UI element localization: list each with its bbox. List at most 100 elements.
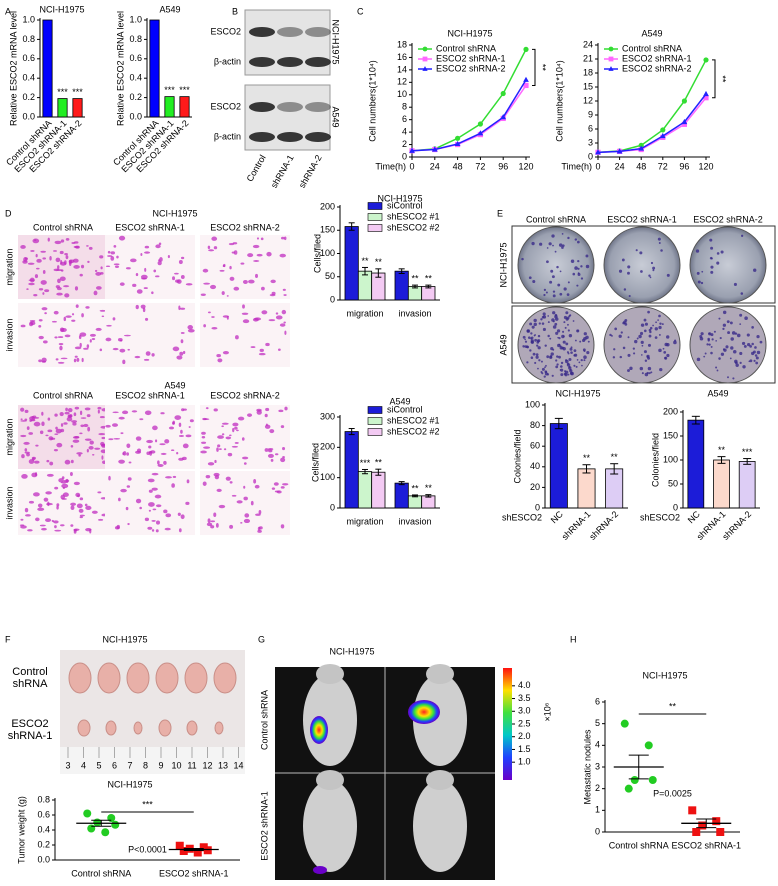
tumor [155,662,179,694]
colony-dot [521,257,524,261]
significance: ** [411,273,419,283]
x-tick-label: 48 [453,161,463,171]
colony-dot [720,352,725,356]
colony-dot [557,336,559,339]
transwell-image [105,235,195,299]
cell-stain [172,421,175,425]
cell-stain [207,518,211,523]
legend-label: siControl [387,200,423,210]
panel-letter: B [232,6,238,16]
colony-dot [634,339,638,344]
tumor [68,662,92,694]
bar [407,286,423,301]
colony-dot [552,290,556,293]
cell-stain [215,523,219,528]
cell-stain [126,452,130,456]
colony-dot [730,346,734,350]
colony-dot [733,282,737,286]
cell-stain [179,307,186,310]
cell-stain [264,413,268,418]
x-tick-label: 24 [430,161,440,171]
dish-image [517,306,595,384]
cell-stain [280,524,285,529]
legend-label: ESCO2 shRNA-1 [436,53,506,63]
cell-stain [152,425,158,431]
cell-stain [53,310,59,315]
colony-dot [565,359,569,364]
cell-stain [89,440,94,445]
colony-dot [707,339,710,342]
x-tick-label: 48 [636,161,646,171]
y-tick-label: 100 [525,399,540,409]
panel-letter: C [357,6,364,16]
blot-band [305,57,331,67]
error-bar [412,494,418,498]
p-value: P<0.0001 [128,844,167,854]
marker [523,82,529,89]
cell-stain [180,339,184,344]
cell-stain [205,407,209,410]
colony-dot [554,322,558,326]
y-tick-label: 6 [595,696,600,706]
cell-stain [132,283,137,288]
colony-dot [555,317,559,321]
cell-stain [23,257,28,262]
cell-stain [222,315,230,318]
cell-stain [163,509,168,514]
cell-stain [81,357,84,363]
legend-swatch [367,428,383,436]
bar [344,431,359,509]
section-title: A549 [164,380,185,390]
cell-stain [210,520,216,523]
tumor [213,662,237,694]
marker [608,46,614,52]
colony-dot [648,334,652,338]
cell-stain [218,504,226,509]
cell-stain [181,408,185,412]
legend-label: ESCO2 shRNA-2 [436,63,506,73]
cell-stain [86,344,90,349]
cell-stain [139,506,142,510]
tumor [97,662,121,694]
cell-stain [275,312,279,315]
cell-stain [283,294,287,296]
colorbar-label: 3.0 [518,706,531,716]
cell-stain [127,477,132,481]
cell-stain [126,485,131,488]
colony-dot [723,348,727,352]
error-bar [691,415,700,425]
colony-dot [643,318,647,322]
cell-stain [26,288,29,291]
cell-stain [86,448,89,453]
colony-dot [658,348,662,353]
colony-dot [529,349,532,352]
cell-stain [250,500,254,506]
y-tick-label: 0.4 [129,73,142,83]
dish-image [603,226,681,304]
cell-stain [252,244,260,249]
cell-stain [33,239,37,242]
x-tick-label: Control shRNA [71,868,131,878]
colony-dot [585,264,590,269]
cell-stain [35,253,38,258]
colony-dot [535,355,539,359]
cell-stain [70,459,74,464]
cell-stain [217,435,224,439]
colony-dot [619,355,623,359]
colony-dot [557,283,561,287]
cell-stain [99,255,104,259]
cell-stain [248,279,255,284]
y-tick-label: 2 [595,783,600,793]
cell-stain [172,346,180,352]
cell-stain [131,410,138,413]
cell-stain [233,250,238,255]
colony-dot [612,356,616,359]
y-tick-label: 24 [583,39,593,49]
colony-dot [726,320,730,324]
y-tick-label: 50 [668,478,678,488]
colony-dot [638,334,642,339]
marker [659,132,666,139]
colony-dot [550,352,554,356]
bar [687,419,705,509]
ruler-number: 4 [81,760,86,770]
